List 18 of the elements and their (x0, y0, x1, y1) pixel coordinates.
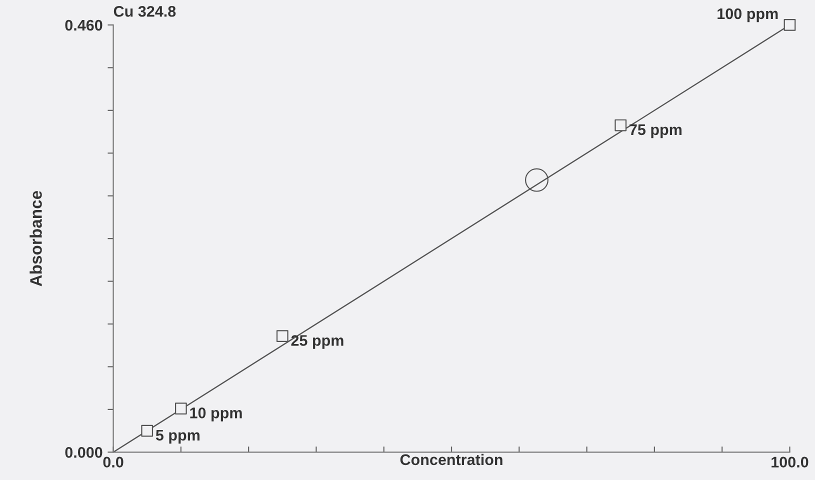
annotation: 25 ppm (291, 335, 344, 349)
point (276, 330, 288, 342)
point (784, 19, 796, 31)
y-tick-label: 0.000 (65, 447, 102, 458)
y-axis-title: Absorbance (30, 190, 42, 286)
point (614, 119, 627, 132)
point (141, 424, 154, 437)
x-tick-label: 0.0 (103, 456, 124, 468)
annotation: 100 ppm (718, 8, 778, 22)
annotation: 5 ppm (156, 430, 200, 444)
point (524, 168, 548, 192)
annotation: 10 ppm (190, 408, 242, 422)
x-axis-title: Concentration (400, 454, 502, 466)
y-tick-label: 0.460 (65, 20, 102, 31)
point (174, 402, 187, 414)
chart-title: Cu 324.8 (114, 6, 176, 17)
annotation: 75 ppm (630, 124, 682, 138)
x-tick-label: 100.0 (772, 456, 808, 468)
